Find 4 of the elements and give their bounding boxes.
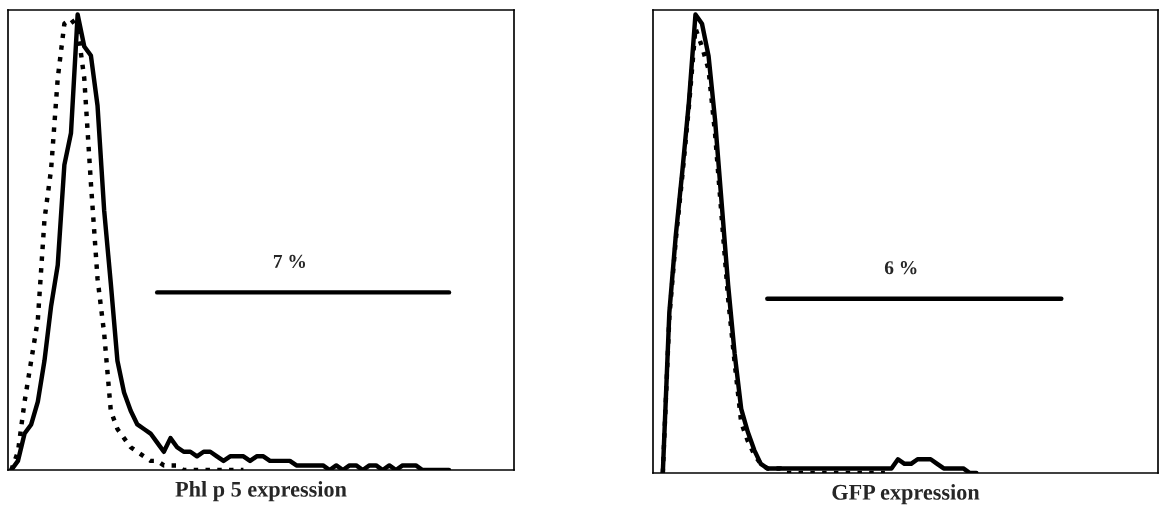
annotation: 6 % — [884, 261, 917, 275]
x-axis-title: Phl p 5 expression — [175, 481, 347, 502]
x-axis-title: GFP expression — [832, 484, 980, 505]
annotation: 7 % — [273, 254, 306, 268]
